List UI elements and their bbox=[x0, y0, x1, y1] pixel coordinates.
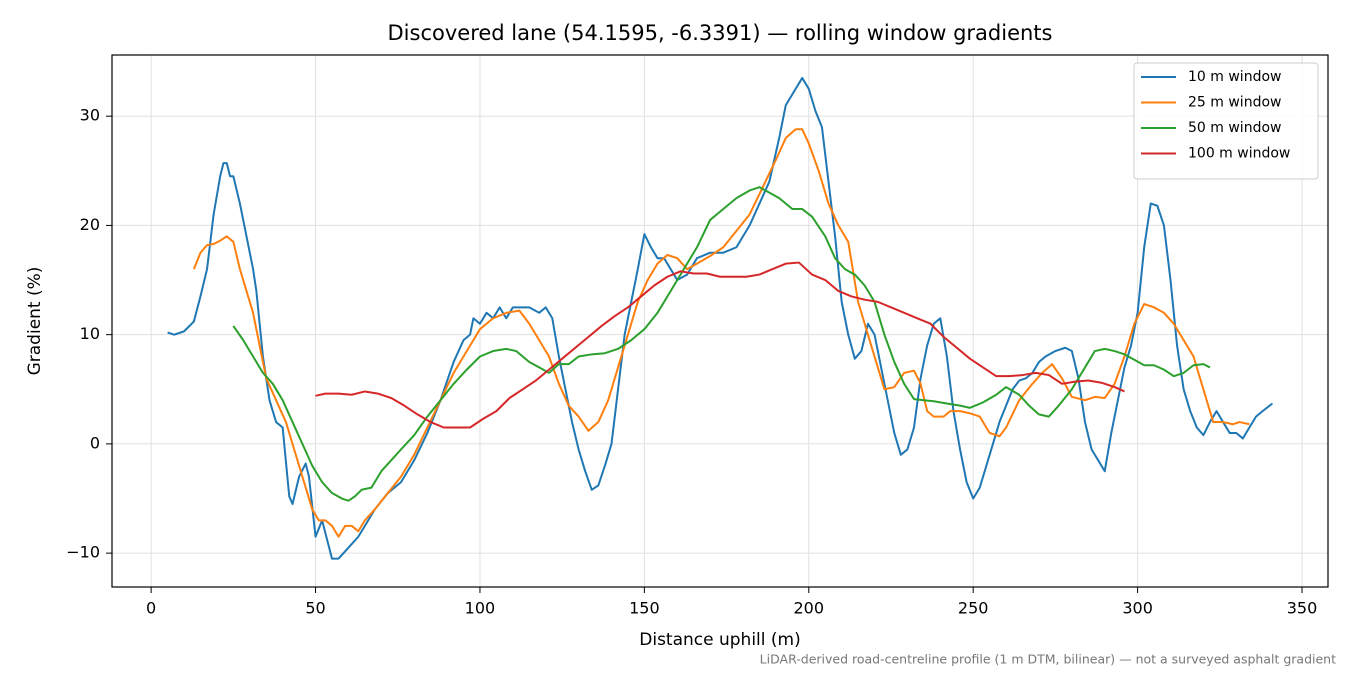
x-tick-label: 150 bbox=[629, 599, 660, 618]
plot-frame bbox=[111, 54, 1329, 588]
y-axis-label: Gradient (%) bbox=[25, 267, 45, 376]
footnote: LiDAR-derived road-centreline profile (1… bbox=[760, 652, 1336, 667]
y-tick-label: 30 bbox=[80, 106, 100, 125]
y-tick-label: −10 bbox=[66, 543, 100, 562]
legend-label: 25 m window bbox=[1188, 95, 1281, 111]
series-line bbox=[192, 128, 1250, 538]
y-tick-label: 0 bbox=[90, 433, 100, 452]
series-line bbox=[232, 186, 1211, 502]
y-tick-label: 10 bbox=[80, 324, 100, 343]
series-line bbox=[315, 261, 1125, 429]
x-tick-label: 0 bbox=[146, 599, 156, 618]
legend-label: 50 m window bbox=[1188, 120, 1281, 136]
legend-label: 10 m window bbox=[1188, 69, 1281, 85]
x-tick-label: 200 bbox=[794, 599, 825, 618]
legend-box bbox=[1133, 62, 1319, 180]
chart-title: Discovered lane (54.1595, -6.3391) — rol… bbox=[388, 21, 1053, 45]
x-tick-label: 300 bbox=[1122, 599, 1153, 618]
series-line bbox=[167, 76, 1274, 560]
legend-label: 100 m window bbox=[1188, 146, 1290, 162]
x-tick-label: 100 bbox=[465, 599, 496, 618]
x-tick-label: 350 bbox=[1287, 599, 1318, 618]
x-tick-label: 250 bbox=[958, 599, 989, 618]
x-tick-label: 50 bbox=[305, 599, 325, 618]
x-axis-label: Distance uphill (m) bbox=[639, 630, 800, 650]
y-tick-label: 20 bbox=[80, 215, 100, 234]
legend: 10 m window 25 m window 50 m window 100 m w… bbox=[1133, 62, 1319, 180]
